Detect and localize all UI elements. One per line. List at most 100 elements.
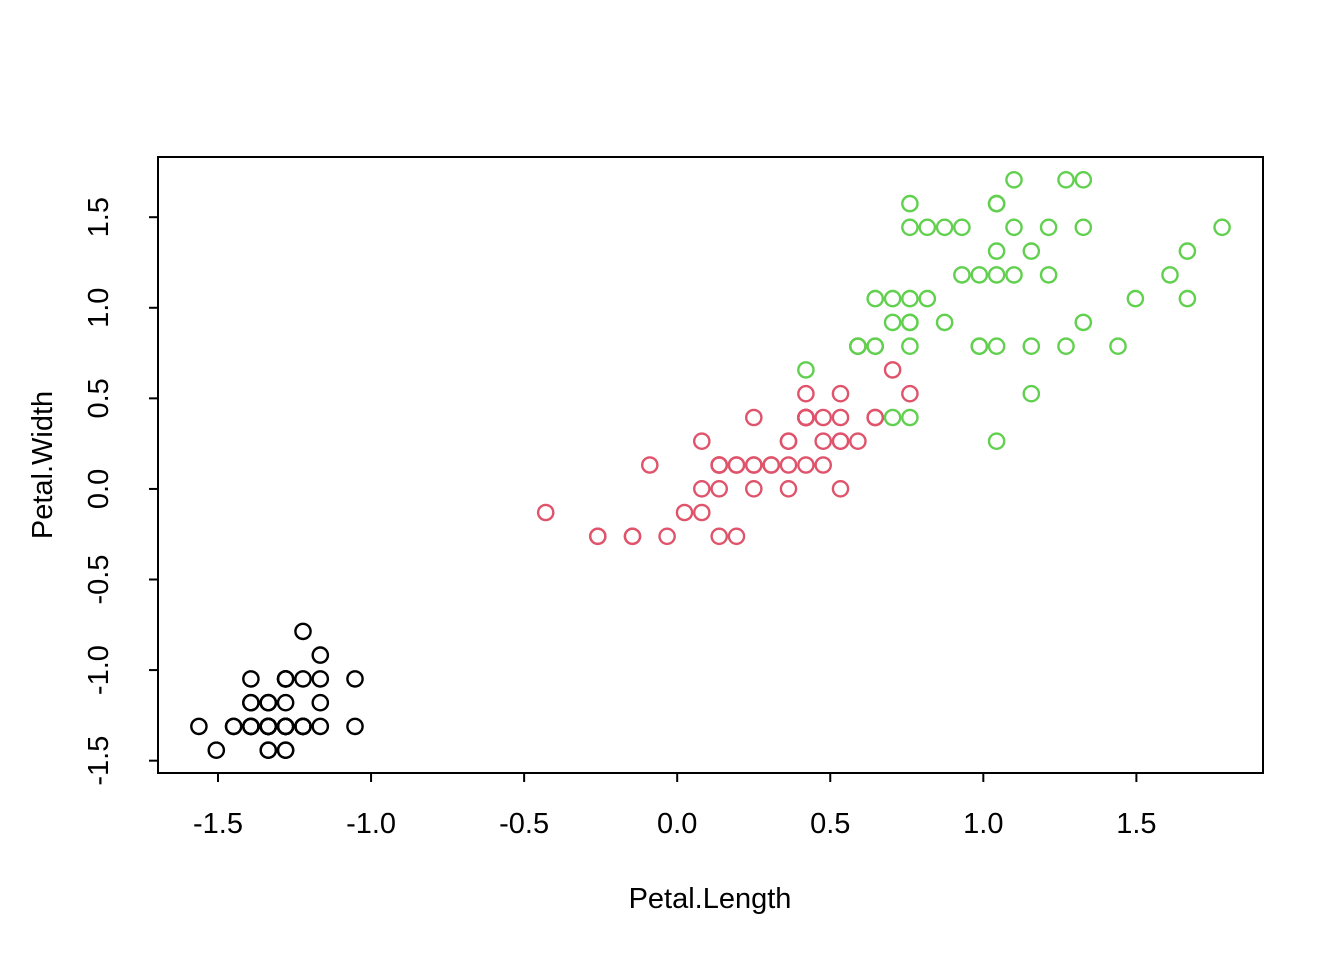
data-point bbox=[849, 337, 867, 356]
data-point bbox=[1005, 218, 1023, 237]
data-point bbox=[346, 717, 364, 736]
data-point bbox=[901, 384, 919, 403]
x-tick-label: 0.0 bbox=[657, 808, 697, 840]
data-point bbox=[866, 337, 885, 356]
data-point bbox=[1074, 313, 1093, 332]
x-tick-label: 1.0 bbox=[963, 808, 1003, 840]
data-point bbox=[1213, 218, 1231, 237]
y-tick-label: -1.5 bbox=[83, 736, 115, 786]
data-point bbox=[1074, 170, 1093, 189]
data-point bbox=[1057, 337, 1075, 356]
data-point bbox=[901, 337, 919, 356]
data-point bbox=[259, 741, 278, 760]
y-tick-label: -1.0 bbox=[83, 645, 115, 695]
data-point bbox=[1178, 289, 1197, 308]
y-tick-label: -0.5 bbox=[83, 555, 115, 605]
x-tick-label: -1.5 bbox=[193, 808, 243, 840]
data-point bbox=[242, 670, 260, 688]
data-point bbox=[727, 456, 746, 474]
data-point bbox=[814, 456, 833, 474]
data-point bbox=[675, 503, 694, 522]
data-point bbox=[710, 527, 729, 546]
data-point bbox=[276, 670, 295, 688]
data-point bbox=[745, 456, 763, 474]
y-axis-title: Petal.Width bbox=[27, 391, 59, 539]
x-axis: -1.5 -1.0 -0.5 0.0 0.5 1.0 1.5 bbox=[193, 773, 1157, 840]
y-tick-label: 1.0 bbox=[83, 288, 115, 328]
data-point bbox=[970, 337, 989, 356]
data-point bbox=[831, 384, 850, 403]
data-point bbox=[953, 266, 971, 284]
data-point bbox=[311, 646, 330, 664]
data-point bbox=[831, 432, 850, 451]
data-point bbox=[987, 337, 1006, 356]
data-point bbox=[987, 242, 1006, 260]
data-point bbox=[883, 313, 902, 332]
data-point bbox=[294, 622, 312, 641]
data-point bbox=[797, 408, 815, 427]
data-point bbox=[294, 717, 312, 736]
data-point bbox=[276, 741, 295, 760]
data-point bbox=[710, 456, 729, 474]
data-point bbox=[935, 218, 954, 237]
data-point bbox=[190, 717, 208, 736]
data-point bbox=[276, 717, 295, 736]
data-point bbox=[779, 456, 798, 474]
data-point bbox=[883, 361, 902, 379]
x-tick-label: -1.0 bbox=[346, 808, 396, 840]
data-point bbox=[779, 432, 798, 451]
y-tick-label: 0.5 bbox=[83, 378, 115, 418]
data-point bbox=[276, 693, 295, 712]
data-points-layer bbox=[190, 170, 1231, 760]
data-point bbox=[346, 670, 364, 688]
data-point bbox=[866, 289, 885, 308]
data-point bbox=[1178, 242, 1197, 260]
data-point bbox=[693, 479, 711, 498]
data-point bbox=[762, 456, 781, 474]
data-point bbox=[1005, 170, 1023, 189]
data-point bbox=[242, 717, 260, 736]
data-point bbox=[814, 432, 833, 451]
data-point bbox=[745, 479, 763, 498]
data-point bbox=[641, 456, 659, 474]
data-point bbox=[901, 313, 919, 332]
data-point bbox=[1109, 337, 1127, 356]
data-point bbox=[207, 741, 226, 760]
data-point bbox=[901, 194, 919, 213]
data-point bbox=[536, 503, 555, 522]
data-point bbox=[311, 717, 330, 736]
data-point bbox=[1074, 218, 1093, 237]
data-point bbox=[883, 408, 902, 427]
y-axis: -1.5 -1.0 -0.5 0.0 0.5 1.0 1.5 bbox=[83, 197, 158, 786]
data-point bbox=[623, 527, 642, 546]
data-point bbox=[259, 693, 278, 712]
data-point bbox=[1161, 266, 1179, 284]
data-point bbox=[953, 218, 971, 237]
data-point bbox=[294, 670, 312, 688]
data-point bbox=[831, 408, 850, 427]
data-point bbox=[1005, 266, 1023, 284]
data-point bbox=[987, 266, 1006, 284]
data-point bbox=[883, 289, 902, 308]
data-point bbox=[918, 289, 937, 308]
x-axis-title: Petal.Length bbox=[629, 883, 792, 915]
data-point bbox=[589, 527, 607, 546]
data-point bbox=[901, 408, 919, 427]
data-point bbox=[242, 693, 260, 712]
y-tick-label: 0.0 bbox=[83, 469, 115, 509]
data-point bbox=[918, 218, 937, 237]
data-point bbox=[1022, 384, 1041, 403]
x-tick-label: 0.5 bbox=[810, 808, 850, 840]
data-point bbox=[1039, 218, 1058, 237]
data-point bbox=[311, 670, 330, 688]
data-point bbox=[797, 456, 815, 474]
y-tick-label: 1.5 bbox=[83, 197, 115, 237]
data-point bbox=[693, 503, 711, 522]
data-point bbox=[224, 717, 243, 736]
data-point bbox=[745, 408, 763, 427]
data-point bbox=[259, 717, 278, 736]
data-point bbox=[1126, 289, 1145, 308]
data-point bbox=[710, 479, 729, 498]
data-point bbox=[658, 527, 676, 546]
